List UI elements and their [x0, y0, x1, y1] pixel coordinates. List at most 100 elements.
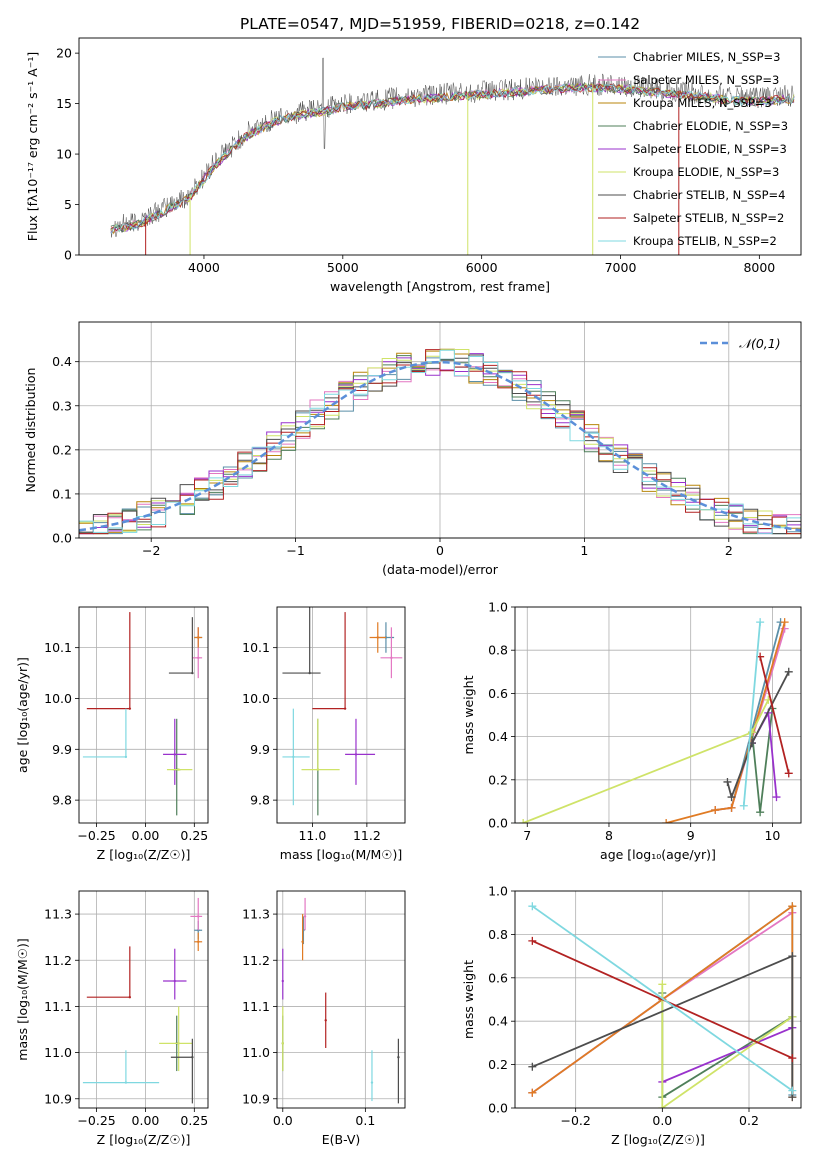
histogram-step-line: [79, 349, 801, 535]
plot-marks: [110, 57, 795, 255]
x-axis-label: wavelength [Angstrom, rest frame]: [330, 279, 550, 294]
data-point: [281, 979, 284, 983]
series-marker: [788, 1054, 797, 1063]
x-tick-label: 11.0: [298, 828, 326, 843]
y-axis-label: Flux [fλ10⁻¹⁷ erg cm⁻² s⁻¹ A⁻¹]: [25, 52, 40, 241]
y-tick-label: 0.8: [488, 927, 508, 942]
plot-marks: [519, 618, 793, 823]
series-marker: [727, 793, 736, 802]
axes-frame: [78, 321, 802, 539]
axes-frame: [514, 606, 802, 824]
y-tick-label: 20: [56, 46, 72, 61]
plot-marks: [79, 348, 801, 535]
series-marker: [658, 980, 667, 989]
y-tick-label: 10.9: [44, 1091, 72, 1106]
spectrum-model-line: [110, 82, 795, 233]
legend-label: Chabrier STELIB, N_SSP=4: [633, 188, 785, 202]
y-tick-label: 0: [64, 248, 72, 263]
y-tick-label: 10.9: [242, 1091, 270, 1106]
x-tick-label: −0.25: [77, 1113, 115, 1128]
plot-area: [79, 891, 208, 1108]
x-tick-label: 7: [523, 828, 531, 843]
series-marker: [662, 819, 671, 823]
y-tick-label: 0.2: [488, 772, 508, 787]
spectrum-model-line: [110, 82, 795, 234]
x-axis-label: mass [log₁₀(M/M☉)]: [280, 847, 402, 862]
chart-weight_vs_Z: −0.2 0.0 0.2 0.0 0.2 0.4 0.6 0.8 1.0 Z [log₁₀(Z/Z…: [461, 884, 802, 1147]
y-tick-label: 11.2: [44, 953, 72, 968]
legend-label: Salpeter ELODIE, N_SSP=3: [633, 142, 787, 156]
x-tick-label: 2: [725, 543, 733, 558]
x-tick-label: 8: [605, 828, 613, 843]
series-marker: [747, 728, 756, 737]
data-point: [124, 755, 128, 759]
y-tick-label: 0.2: [52, 442, 72, 457]
y-tick-label: 11.0: [44, 1045, 72, 1060]
y-axis-label: mass [log₁₀(M/M☉)]: [15, 938, 30, 1060]
series-line: [661, 1026, 793, 1083]
legend-label: Salpeter STELIB, N_SSP=2: [633, 211, 784, 225]
x-tick-label: 4000: [188, 260, 220, 275]
spectrum-model-line: [110, 83, 795, 232]
y-tick-label: 0.0: [488, 1101, 508, 1116]
x-axis-label: E(B-V): [322, 1132, 361, 1147]
legend-label: Chabrier MILES, N_SSP=3: [633, 50, 780, 64]
y-tick-label: 0.4: [488, 1014, 508, 1029]
chart-spectrum: 4000 5000 6000 7000 8000 0 5 10 15 20 wavelength […: [25, 37, 802, 294]
x-tick-label: 0.0: [273, 1113, 293, 1128]
y-axis-label: mass weight: [461, 675, 476, 754]
data-point: [281, 1042, 284, 1045]
x-tick-label: 11.2: [353, 828, 381, 843]
legend-label: Chabrier ELODIE, N_SSP=3: [633, 119, 788, 133]
plot-marks: [281, 897, 400, 1104]
x-tick-label: 1: [580, 543, 588, 558]
series-line: [665, 621, 786, 823]
y-tick-label: 0.6: [488, 970, 508, 985]
axes-frame: [276, 890, 406, 1109]
y-tick-label: 0.6: [488, 686, 508, 701]
series-marker: [528, 1088, 537, 1097]
plot-area: [277, 891, 405, 1108]
series-marker: [727, 803, 736, 812]
x-tick-label: 8000: [743, 260, 775, 275]
data-point: [354, 753, 358, 756]
plot-marks: [82, 612, 203, 816]
y-tick-label: 10.1: [44, 640, 72, 655]
x-tick-label: 0: [436, 543, 444, 558]
y-tick-label: 10: [56, 147, 72, 162]
plot-marks: [82, 897, 203, 1104]
axes-frame: [78, 606, 209, 824]
y-axis-label: Normed distribution: [23, 368, 38, 493]
plot-marks: [282, 607, 403, 816]
data-point: [376, 636, 379, 639]
x-tick-label: 5000: [327, 260, 359, 275]
legend-label: Salpeter MILES, N_SSP=3: [633, 73, 779, 87]
x-axis-label: Z [log₁₀(Z/Z☉)]: [97, 847, 191, 862]
plot-area: [277, 607, 405, 823]
legend-label: Kroupa MILES, N_SSP=3: [633, 96, 772, 110]
series-marker: [519, 819, 528, 823]
spectrum-model-line: [110, 84, 795, 234]
y-tick-label: 11.0: [242, 1045, 270, 1060]
x-tick-label: −2: [142, 543, 160, 558]
y-tick-label: 5: [64, 197, 72, 212]
series-line: [531, 905, 793, 1092]
x-tick-label: −0.2: [560, 1113, 590, 1128]
x-tick-label: 0.00: [132, 1113, 160, 1128]
y-tick-label: 11.1: [44, 999, 72, 1014]
x-axis-label: (data-model)/error: [382, 562, 499, 577]
y-tick-label: 0.4: [488, 729, 508, 744]
x-tick-label: 0.25: [180, 828, 208, 843]
x-tick-label: 9: [687, 828, 695, 843]
series-marker: [756, 618, 765, 627]
data-point: [128, 995, 132, 999]
gaussian-reference-line: [79, 360, 801, 532]
series-marker: [784, 667, 793, 676]
data-point: [177, 1042, 180, 1045]
series-marker: [788, 952, 797, 961]
y-axis-label: age [log₁₀(age/yr)]: [15, 657, 30, 773]
series-line: [742, 622, 761, 806]
x-tick-label: 6000: [466, 260, 498, 275]
y-tick-label: 0.0: [488, 816, 508, 831]
y-tick-label: 1.0: [488, 884, 508, 899]
